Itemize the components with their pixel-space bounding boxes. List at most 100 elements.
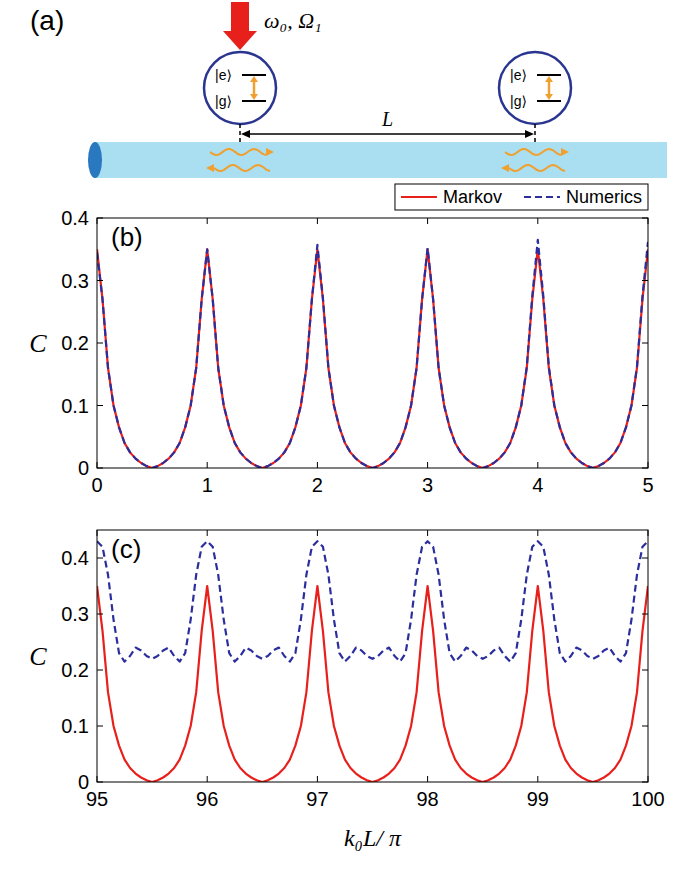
atom-circle (204, 52, 276, 124)
series-line (97, 240, 648, 468)
transition-head (545, 94, 553, 100)
y-tick (642, 726, 648, 727)
x-tick-label: 100 (631, 788, 664, 810)
y-tick-label: 0.3 (61, 270, 89, 292)
plot-area (97, 530, 648, 782)
y-tick (642, 614, 648, 615)
legend-label: Numerics (566, 187, 642, 207)
y-tick-label: 0.4 (61, 207, 89, 229)
x-tick-label: 5 (642, 474, 653, 496)
x-tick-label: 1 (202, 474, 213, 496)
x-axis-title: k₀L/ π (344, 825, 402, 851)
photon-wave (509, 165, 565, 171)
transition-head (250, 76, 258, 82)
atom-guide (534, 124, 536, 142)
y-tick (97, 614, 103, 615)
x-tick (317, 776, 318, 782)
x-tick-label: 95 (86, 788, 108, 810)
y-tick (642, 343, 648, 344)
x-tick (97, 462, 98, 468)
ground-label: |g⟩ (510, 93, 527, 109)
y-tick (97, 280, 103, 281)
atom: |e⟩ |g⟩ (499, 52, 571, 172)
photon-head (266, 148, 274, 156)
x-tick (97, 218, 98, 224)
excited-level (537, 74, 561, 76)
transition-head (545, 76, 553, 82)
x-tick (537, 218, 538, 224)
x-tick (648, 776, 649, 782)
y-tick (642, 782, 648, 783)
series-line (97, 249, 648, 468)
x-tick (97, 530, 98, 536)
x-tick (97, 776, 98, 782)
photon-head (501, 164, 509, 172)
excited-label: |e⟩ (510, 67, 527, 83)
y-tick (97, 468, 103, 469)
legend-label: Markov (443, 187, 502, 207)
y-tick (97, 726, 103, 727)
x-tick (207, 530, 208, 536)
drive-arrow (223, 2, 257, 50)
y-tick-label: 0.1 (61, 715, 89, 737)
series-group (97, 240, 648, 468)
x-tick (427, 218, 428, 224)
legend-swatch (524, 196, 560, 198)
fiber (95, 142, 667, 178)
y-tick-label: 0.3 (61, 603, 89, 625)
y-tick (97, 782, 103, 783)
y-tick (642, 405, 648, 406)
panel-label: (b) (111, 222, 143, 252)
legend: Markov Numerics (395, 184, 648, 210)
y-tick (97, 558, 103, 559)
plot-frame (97, 218, 648, 468)
legend-swatch (401, 196, 437, 198)
y-tick (642, 280, 648, 281)
y-tick (97, 405, 103, 406)
ground-level (242, 100, 266, 102)
photon-head (206, 164, 214, 172)
series-line (97, 586, 648, 782)
x-tick (537, 530, 538, 536)
photon-wave (505, 149, 561, 155)
x-tick-label: 4 (532, 474, 543, 496)
y-tick-label: 0.2 (61, 659, 89, 681)
y-tick (97, 343, 103, 344)
y-tick (97, 670, 103, 671)
x-tick-label: 96 (196, 788, 218, 810)
panel-label: (c) (111, 534, 141, 564)
plot-area (97, 218, 648, 468)
diagram-panel: (a)ω₀, Ω₁|e⟩|g⟩|e⟩|g⟩L (30, 2, 667, 178)
separation-line (248, 133, 527, 135)
y-axis-title: C (29, 642, 47, 671)
y-tick-label: 0.1 (61, 395, 89, 417)
fiber-end (88, 142, 102, 178)
chart: 01234500.10.20.30.4C(b)MarkovNumerics (29, 184, 653, 496)
separation-head (241, 130, 250, 138)
y-tick (642, 670, 648, 671)
x-tick-label: 98 (416, 788, 438, 810)
y-tick-label: 0.2 (61, 332, 89, 354)
separation-head (525, 130, 534, 138)
separation-label: L (381, 108, 393, 130)
photon-wave (210, 149, 266, 155)
x-tick (427, 462, 428, 468)
y-tick-label: 0 (78, 457, 89, 479)
ground-level (537, 100, 561, 102)
atom-guide (239, 124, 241, 142)
x-tick (317, 530, 318, 536)
x-tick (648, 530, 649, 536)
y-tick (642, 218, 648, 219)
drive-label: ω₀, Ω₁ (264, 8, 322, 33)
x-tick-label: 3 (422, 474, 433, 496)
x-tick (648, 462, 649, 468)
x-tick (207, 776, 208, 782)
y-tick-label: 0.4 (61, 547, 89, 569)
x-tick (317, 462, 318, 468)
x-tick-label: 97 (306, 788, 328, 810)
series-line (97, 541, 648, 661)
y-axis-title: C (29, 329, 47, 358)
plot-frame (97, 530, 648, 782)
chart: 959697989910000.10.20.30.4Ck₀L/ π(c) (29, 530, 664, 851)
transition-head (250, 94, 258, 100)
